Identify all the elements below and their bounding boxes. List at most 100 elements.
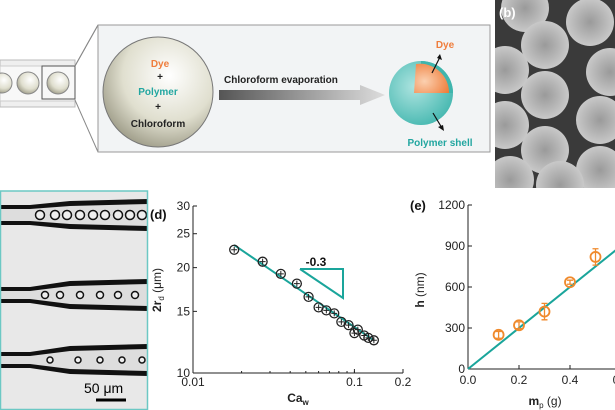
scale-bar-label: 50 μm [84, 380, 123, 396]
zoom-box [41, 65, 76, 100]
y-tick-label: 30 [177, 199, 191, 213]
x-label-main: Ca [287, 391, 303, 405]
plus-sign: + [157, 72, 163, 83]
y-tick-label: 10 [177, 366, 191, 380]
droplet [124, 209, 136, 221]
plus-sign: + [155, 102, 161, 113]
y-tick-label: 600 [445, 280, 465, 294]
slope-triangle [299, 268, 344, 300]
droplet [112, 209, 124, 221]
droplet [34, 209, 46, 221]
droplet [75, 290, 85, 300]
microcapsule [495, 101, 529, 149]
panel-a-schematic: Dye + Polymer + Chloroform Chloroform ev… [0, 24, 491, 153]
x-tick-label: 0.1 [346, 375, 363, 389]
y-axis-label: h (nm) [413, 272, 427, 307]
error-bar [567, 279, 573, 285]
microcapsule [566, 0, 614, 46]
droplet [0, 72, 13, 94]
x-label-main: m [528, 394, 539, 408]
data-point-cross [354, 326, 361, 333]
y-label-unit: (nm) [413, 272, 427, 300]
data-point [329, 308, 340, 319]
droplet [138, 356, 146, 364]
microcapsule [495, 156, 534, 188]
x-tick-label: 0.01 [181, 375, 205, 389]
panel-label-d: (d) [150, 207, 167, 222]
fit-line [233, 244, 375, 342]
data-point [275, 268, 286, 279]
droplet [99, 209, 111, 221]
data-point [368, 335, 380, 346]
microcapsule [521, 71, 569, 119]
data-point [291, 278, 303, 289]
label-polymer: Polymer [138, 87, 178, 98]
slope-label: -0.3 [306, 255, 327, 269]
droplet [16, 71, 40, 95]
data-point-cross [277, 270, 284, 277]
data-point [229, 244, 240, 255]
microcapsule [586, 48, 615, 96]
droplet [96, 356, 104, 364]
data-point-cross [305, 293, 312, 300]
data-point-cross [231, 246, 238, 253]
droplet [118, 356, 126, 364]
data-point [513, 319, 525, 332]
microcapsule [495, 46, 529, 94]
emulsion-droplet [102, 36, 214, 148]
x-label-sub: w [302, 398, 310, 407]
y-axis-label: 2rd (μm) [150, 268, 166, 312]
droplet [136, 209, 148, 221]
x-axis-label: Caw [287, 391, 309, 407]
data-point [589, 251, 602, 263]
y-label-main: h [413, 300, 427, 307]
chart-e: 0.0 0.2 0.4 0.6 0 300 600 900 1200 (e) mp (g) h (nm… [410, 198, 615, 410]
y-label-unit: (μm) [150, 268, 164, 296]
droplet [113, 290, 123, 300]
data-point [564, 276, 576, 289]
y-tick-label: 900 [445, 239, 465, 253]
channel-lumen [0, 284, 148, 306]
label-polymer-shell: Polymer shell [407, 138, 472, 149]
y-tick-label: 300 [445, 321, 465, 335]
y-label-main: 2r [150, 300, 164, 312]
microcapsule [576, 96, 615, 144]
microcapsule [521, 21, 569, 69]
panel-label-b: (b) [499, 5, 516, 20]
droplet [61, 209, 73, 221]
data-point-cross [323, 307, 330, 314]
droplet [87, 209, 99, 221]
y-tick-label: 1200 [438, 198, 465, 212]
x-label-unit: (g) [544, 394, 562, 408]
data-point-cross [259, 258, 266, 265]
error-bar [495, 330, 502, 339]
channel-lumen [0, 349, 148, 371]
arrow-label: Chloroform evaporation [224, 75, 338, 86]
data-point-cross [345, 322, 352, 329]
y-tick-label: 0 [458, 362, 465, 376]
data-point-cross [370, 337, 377, 344]
panel-b-micrograph: (b) [495, 0, 615, 188]
y-tick-label: 25 [177, 227, 191, 241]
panel-c-micrograph: 50 μm [0, 191, 148, 410]
x-tick-label: 0.4 [562, 373, 579, 387]
y-label-sub: d [157, 296, 166, 300]
data-point-cross [293, 280, 300, 287]
droplet [46, 356, 54, 364]
y-tick-label: 15 [177, 304, 191, 318]
plot-area [467, 248, 615, 370]
microcapsule [536, 161, 584, 188]
label-dye-core: Dye [436, 40, 455, 51]
data-point-cross [331, 310, 338, 317]
droplet [95, 290, 105, 300]
process-arrow [219, 85, 385, 105]
label-chloroform: Chloroform [131, 119, 186, 130]
data-point [492, 328, 505, 341]
x-label-sub: p [539, 401, 544, 410]
dye-core [414, 63, 450, 93]
data-point [257, 256, 268, 267]
data-point [349, 327, 360, 339]
data-point [352, 324, 363, 335]
